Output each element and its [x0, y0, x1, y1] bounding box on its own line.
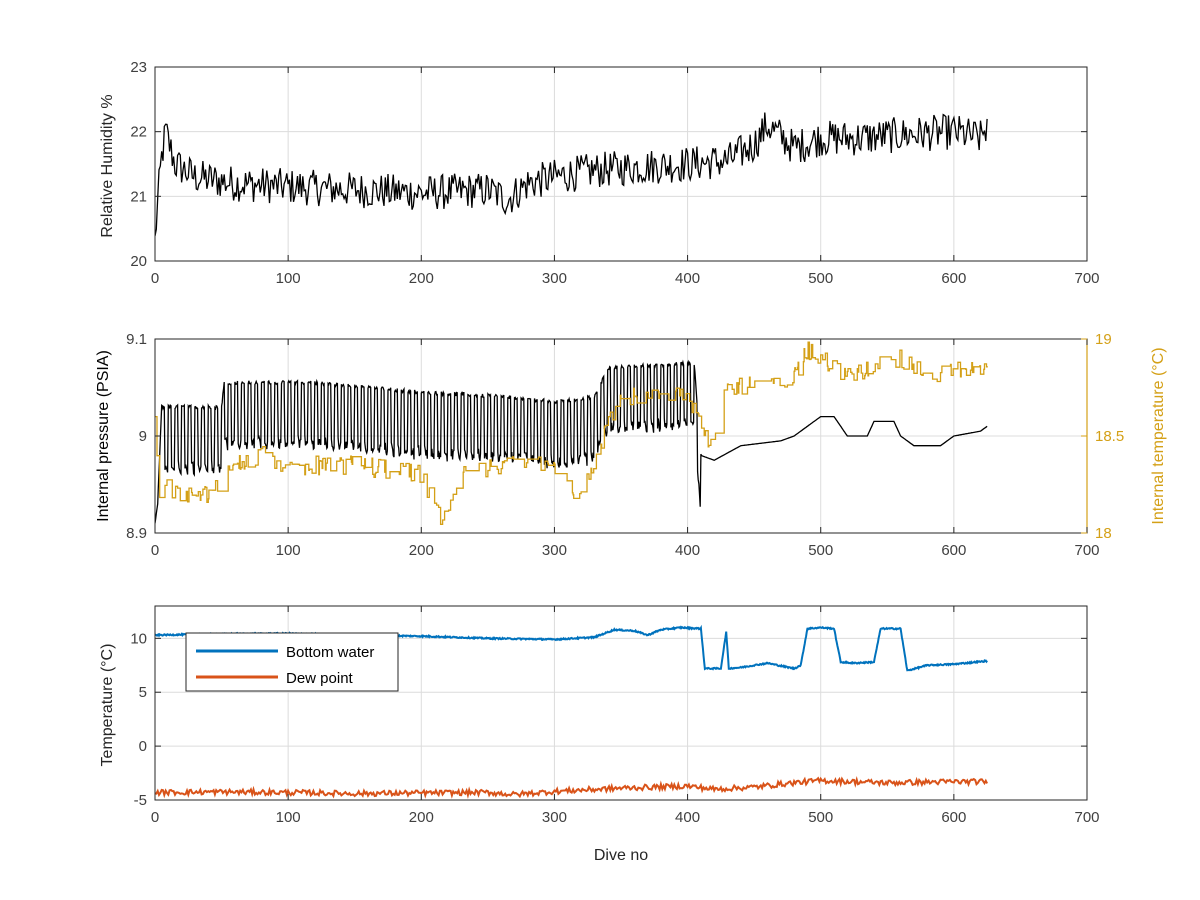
y-tick-label-right: 19 — [1095, 331, 1112, 348]
x-tick-label: 300 — [542, 542, 567, 559]
series-line-rh-0 — [155, 112, 988, 237]
x-tick-label: 0 — [151, 809, 159, 826]
axes-box — [154, 605, 1088, 801]
x-tick-label: 400 — [675, 542, 700, 559]
y-tick-label: -5 — [134, 792, 147, 809]
x-tick-label: 600 — [941, 542, 966, 559]
y-tick-label: 21 — [130, 188, 147, 205]
x-tick-label: 200 — [409, 542, 434, 559]
y-tick-label-right: 18 — [1095, 525, 1112, 542]
x-tick-label: 500 — [808, 270, 833, 287]
series-line-temperature-1 — [155, 776, 988, 799]
legend-label-bottom-water: Bottom water — [286, 644, 374, 661]
y-tick-label: 0 — [139, 738, 147, 755]
x-tick-label: 700 — [1074, 270, 1099, 287]
x-tick-label: 100 — [276, 542, 301, 559]
y-tick-label: 23 — [130, 59, 147, 76]
temperature-panel: Temperature (°C) Dive no 0 100 200 300 400 50… — [99, 605, 1100, 864]
legend-box — [185, 632, 399, 692]
pressure-panel: Internal pressure (PSIA) Internal temper… — [95, 331, 1167, 559]
y-tick-label: 9.1 — [126, 331, 147, 348]
x-tick-label: 300 — [542, 809, 567, 826]
x-tick-label: 400 — [675, 809, 700, 826]
x-tick-label: 700 — [1074, 542, 1099, 559]
legend: Bottom water Dew point — [185, 632, 399, 692]
x-tick-label: 600 — [941, 809, 966, 826]
humidity-ylabel: Relative Humidity % — [99, 94, 116, 237]
series-line-pressure-1 — [155, 341, 988, 525]
temperature-ylabel: Temperature (°C) — [99, 644, 116, 767]
x-tick-label: 100 — [276, 809, 301, 826]
y-tick-label: 10 — [130, 630, 147, 647]
x-tick-label: 700 — [1074, 809, 1099, 826]
x-tick-label: 0 — [151, 270, 159, 287]
x-tick-label: 200 — [409, 270, 434, 287]
x-tick-label: 0 — [151, 542, 159, 559]
dive-no-xlabel: Dive no — [594, 847, 648, 864]
x-tick-label: 100 — [276, 270, 301, 287]
x-tick-label: 200 — [409, 809, 434, 826]
legend-label-dew-point: Dew point — [286, 670, 354, 687]
x-tick-label: 300 — [542, 270, 567, 287]
axes-box — [154, 66, 1088, 262]
y-tick-label: 8.9 — [126, 525, 147, 542]
y-tick-label: 9 — [139, 428, 147, 445]
internal-temperature-ylabel: Internal temperature (°C) — [1150, 347, 1167, 524]
x-tick-label: 600 — [941, 270, 966, 287]
x-tick-label: 500 — [808, 542, 833, 559]
y-tick-label-right: 18.5 — [1095, 428, 1124, 445]
y-tick-label: 5 — [139, 684, 147, 701]
y-tick-label: 20 — [130, 253, 147, 270]
x-tick-label: 500 — [808, 809, 833, 826]
pressure-ylabel: Internal pressure (PSIA) — [95, 350, 112, 522]
series-line-pressure-0 — [155, 359, 988, 524]
humidity-panel: Relative Humidity % 0 100 200 300 400 500 600 7… — [99, 59, 1100, 287]
x-tick-label: 400 — [675, 270, 700, 287]
y-tick-label: 22 — [130, 124, 147, 141]
